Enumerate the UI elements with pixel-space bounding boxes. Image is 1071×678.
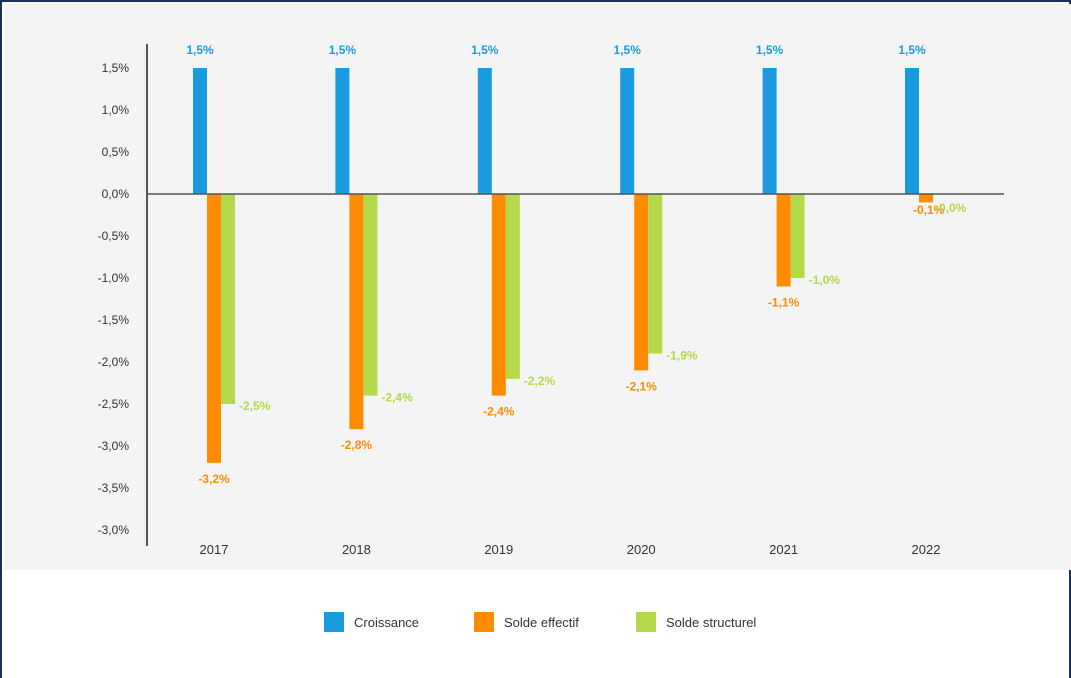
bar xyxy=(790,194,805,278)
x-tick-label: 2019 xyxy=(484,542,513,557)
data-label: 1,5% xyxy=(614,43,642,57)
bar xyxy=(762,68,777,194)
legend-swatch-solde-structurel xyxy=(636,612,656,632)
x-tick-label: 2018 xyxy=(342,542,371,557)
data-label: -2,2% xyxy=(524,374,556,388)
data-label: -2,4% xyxy=(483,405,515,419)
data-label: 1,5% xyxy=(329,43,357,57)
y-tick-label: -2,0% xyxy=(98,355,130,369)
bar xyxy=(776,194,791,287)
bar xyxy=(363,194,378,396)
x-tick-label: 2022 xyxy=(912,542,941,557)
bar xyxy=(919,194,933,203)
bar xyxy=(905,68,919,194)
data-label: 1,5% xyxy=(471,43,499,57)
x-tick-label: 2021 xyxy=(769,542,798,557)
data-label: -2,8% xyxy=(341,438,373,452)
y-tick-label: -2,5% xyxy=(98,397,130,411)
x-tick-label: 2020 xyxy=(627,542,656,557)
plot-background xyxy=(4,4,1071,570)
y-tick-label: 1,0% xyxy=(102,103,130,117)
bar xyxy=(193,68,207,194)
legend-swatch-croissance xyxy=(324,612,344,632)
data-label: -2,1% xyxy=(626,379,658,393)
y-tick-label: -1,0% xyxy=(98,271,130,285)
bar xyxy=(335,68,350,194)
bar xyxy=(477,68,492,194)
y-tick-label: -1,5% xyxy=(98,313,130,327)
bar xyxy=(620,68,635,194)
legend-label-solde-effectif: Solde effectif xyxy=(504,614,579,630)
bar xyxy=(491,194,506,396)
legend-item-croissance: Croissance xyxy=(324,612,419,632)
bar xyxy=(207,194,221,463)
legend-swatch-solde-effectif xyxy=(474,612,494,632)
legend-item-solde-effectif: Solde effectif xyxy=(474,612,579,632)
data-label: 1,5% xyxy=(898,43,926,57)
data-label: -1,1% xyxy=(768,295,800,309)
legend-item-solde-structurel: Solde structurel xyxy=(636,612,756,632)
legend-label-solde-structurel: Solde structurel xyxy=(666,614,757,630)
legend-label-croissance: Croissance xyxy=(354,614,420,630)
bar xyxy=(349,194,364,430)
bar xyxy=(221,194,235,404)
x-tick-label: 2017 xyxy=(200,542,229,557)
data-label: -1,0% xyxy=(809,273,841,287)
y-tick-label: 0,0% xyxy=(102,187,130,201)
bar xyxy=(648,194,663,354)
data-label: -1,9% xyxy=(666,349,698,363)
data-label: 1,5% xyxy=(186,43,214,57)
y-tick-label: -0,5% xyxy=(98,229,130,243)
data-label: -2,4% xyxy=(381,391,413,405)
data-label: -2,5% xyxy=(239,399,271,413)
y-tick-label: -3,0% xyxy=(98,439,130,453)
y-tick-label: 0,5% xyxy=(102,145,130,159)
y-tick-label: 1,5% xyxy=(102,61,130,75)
bar xyxy=(634,194,649,371)
bar xyxy=(505,194,520,379)
y-tick-label: -3,0% xyxy=(98,523,130,537)
data-label: 1,5% xyxy=(756,43,784,57)
y-tick-label: -3,5% xyxy=(98,481,130,495)
data-label: -0,0% xyxy=(935,201,967,215)
data-label: -0,1% xyxy=(913,203,945,217)
data-label: -3,2% xyxy=(198,472,230,486)
